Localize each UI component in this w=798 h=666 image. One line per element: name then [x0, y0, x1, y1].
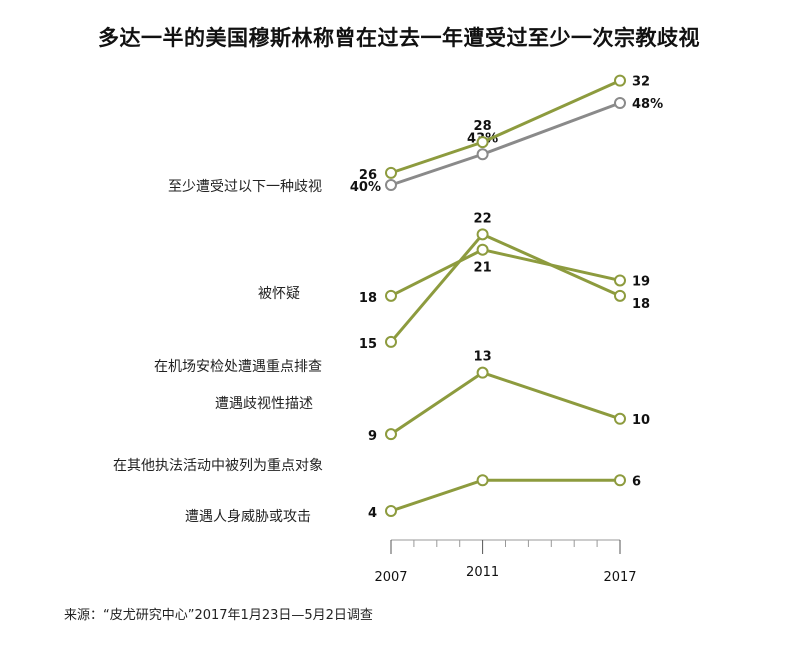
- data-label: 6: [632, 474, 641, 489]
- data-label: 26: [359, 168, 377, 183]
- source-note: 来源：“皮尤研究中心”2017年1月23日—5月2日调查: [64, 608, 373, 623]
- data-point: [385, 335, 397, 348]
- data-label: 48%: [632, 97, 663, 112]
- x-axis: 2007 2011 2017: [374, 539, 637, 585]
- series-3: 15 22 18 遭遇歧视性描述: [215, 211, 650, 412]
- data-label: 4: [368, 506, 377, 521]
- series-1: 26 28 32 被怀疑: [258, 74, 650, 302]
- series-5: 4 6 遭遇人身威胁或攻击: [185, 474, 641, 525]
- data-label: 22: [474, 211, 492, 226]
- series-4: 9 13 10 在其他执法活动中被列为重点对象: [113, 350, 650, 474]
- data-point: [385, 428, 397, 441]
- plot-area: 40%43%48%至少遭受过以下一种歧视262832被怀疑182119在机场安检…: [113, 74, 663, 525]
- data-label: 18: [632, 297, 650, 312]
- data-point: [614, 289, 626, 302]
- series-name: 遭遇歧视性描述: [215, 396, 313, 412]
- data-point: [385, 166, 397, 179]
- data-label: 10: [632, 413, 650, 428]
- series-name: 被怀疑: [258, 286, 300, 302]
- tick-label: 2011: [466, 565, 499, 580]
- series-name: 遭遇人身威胁或攻击: [185, 509, 311, 525]
- series-line: [390, 371, 621, 436]
- series-2: 18 21 19 在机场安检处遭遇重点排查: [154, 243, 650, 375]
- data-point: [476, 136, 489, 149]
- data-point: [476, 148, 489, 161]
- tick-label: 2007: [374, 570, 407, 585]
- data-point: [476, 474, 489, 487]
- data-label: 9: [368, 429, 377, 444]
- data-label: 18: [359, 291, 377, 306]
- series-name: 在其他执法活动中被列为重点对象: [113, 458, 323, 474]
- series-name: 在机场安检处遭遇重点排查: [154, 359, 322, 375]
- chart-title: 多达一半的美国穆斯林称曾在过去一年遭受过至少一次宗教歧视: [98, 26, 700, 50]
- data-point: [614, 474, 626, 487]
- data-point: [614, 274, 626, 287]
- data-label: 19: [632, 274, 650, 289]
- series-line: [390, 79, 621, 175]
- data-point: [476, 366, 489, 379]
- data-point: [385, 179, 397, 191]
- data-label: 15: [359, 337, 377, 352]
- data-point: [385, 505, 397, 517]
- data-point: [476, 228, 489, 241]
- data-point: [614, 412, 626, 425]
- series-name: 至少遭受过以下一种歧视: [168, 179, 322, 195]
- series-line: [390, 248, 621, 298]
- series-line: [390, 478, 620, 513]
- data-point: [614, 74, 626, 87]
- data-label: 32: [632, 75, 650, 90]
- data-label: 40%: [350, 180, 381, 195]
- data-point: [476, 243, 489, 256]
- tick-label: 2017: [603, 570, 636, 585]
- data-point: [614, 97, 626, 109]
- data-label: 28: [474, 119, 492, 134]
- series-0: 40%43%48%至少遭受过以下一种歧视: [168, 97, 663, 195]
- series-line: [390, 101, 621, 187]
- data-label: 21: [474, 261, 492, 276]
- data-label: 13: [474, 350, 492, 365]
- series-line: [389, 232, 621, 343]
- data-point: [385, 289, 397, 302]
